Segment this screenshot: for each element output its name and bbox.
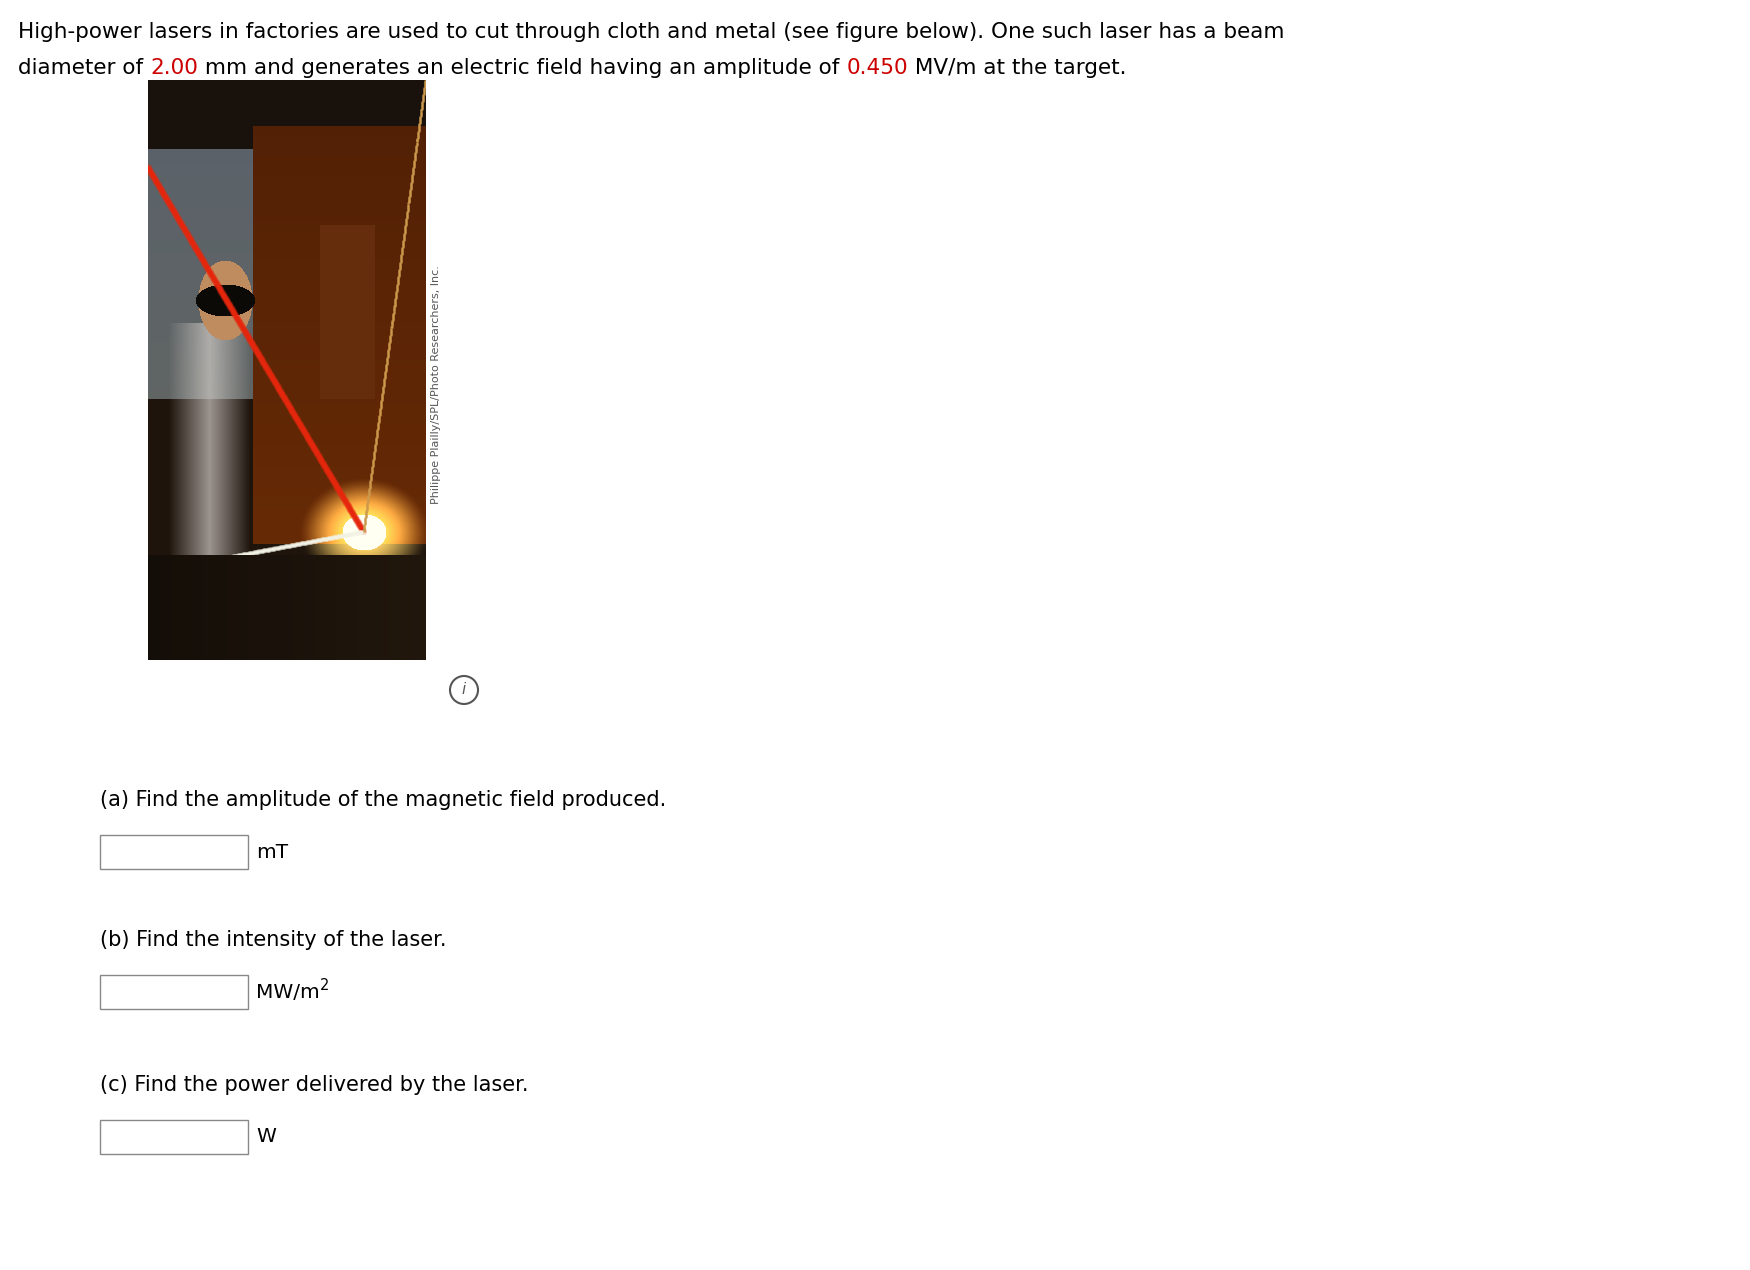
FancyBboxPatch shape bbox=[100, 1120, 248, 1154]
Text: (a) Find the amplitude of the magnetic field produced.: (a) Find the amplitude of the magnetic f… bbox=[100, 790, 667, 810]
Text: (b) Find the intensity of the laser.: (b) Find the intensity of the laser. bbox=[100, 930, 446, 950]
Text: mm and generates an electric field having an amplitude of: mm and generates an electric field havin… bbox=[198, 58, 847, 77]
Text: mT: mT bbox=[255, 842, 289, 861]
Text: W: W bbox=[255, 1128, 276, 1147]
Text: MW/m: MW/m bbox=[255, 983, 320, 1002]
Text: (c) Find the power delivered by the laser.: (c) Find the power delivered by the lase… bbox=[100, 1074, 528, 1095]
Text: diameter of: diameter of bbox=[18, 58, 150, 77]
Text: MV/m at the target.: MV/m at the target. bbox=[908, 58, 1127, 77]
Text: 2.00: 2.00 bbox=[150, 58, 198, 77]
Text: 0.450: 0.450 bbox=[847, 58, 908, 77]
Text: Philippe Plailly/SPL/Photo Researchers, Inc.: Philippe Plailly/SPL/Photo Researchers, … bbox=[430, 265, 441, 504]
Text: High-power lasers in factories are used to cut through cloth and metal (see figu: High-power lasers in factories are used … bbox=[18, 22, 1284, 42]
FancyBboxPatch shape bbox=[100, 975, 248, 1008]
Text: 2: 2 bbox=[320, 978, 329, 992]
FancyBboxPatch shape bbox=[100, 834, 248, 869]
Text: i: i bbox=[462, 682, 466, 697]
